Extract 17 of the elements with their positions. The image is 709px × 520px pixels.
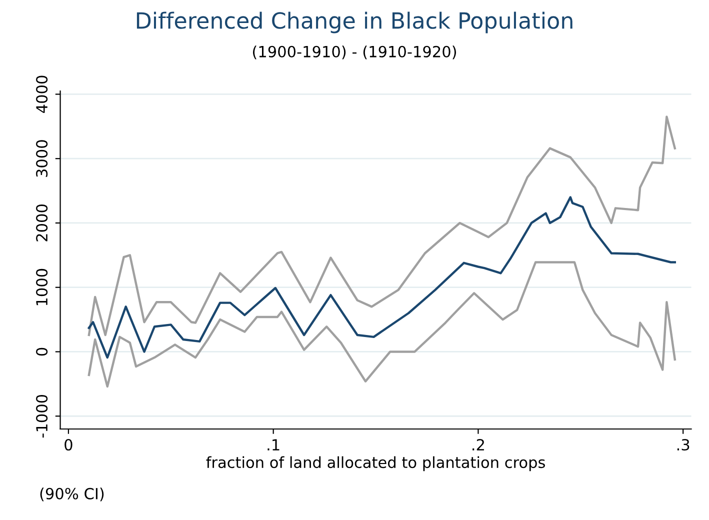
- line-series: [88, 196, 676, 359]
- y-tick-label: 2000: [36, 204, 48, 242]
- text: (90% CI): [40, 488, 104, 502]
- x-tick-label: 0: [64, 438, 72, 451]
- y-tick-label: 1000: [36, 268, 48, 306]
- line-series: [88, 116, 676, 336]
- chart-subtitle: (1900-1910) - (1910-1920): [253, 46, 456, 60]
- x-axis-title: fraction of land allocated to plantation crops: [206, 456, 545, 472]
- chart-title: Differenced Change in Black Population: [136, 12, 572, 34]
- x-tick-label: .3: [677, 438, 690, 451]
- line-series: [88, 261, 676, 388]
- y-tick-label: 0: [36, 348, 48, 356]
- y-tick-label: 4000: [36, 76, 48, 113]
- x-tick-label: .2: [472, 438, 484, 450]
- y-tick-label: -1000: [36, 394, 48, 438]
- y-tick-label: 3000: [36, 140, 48, 177]
- x-tick-label: .1: [268, 439, 280, 450]
